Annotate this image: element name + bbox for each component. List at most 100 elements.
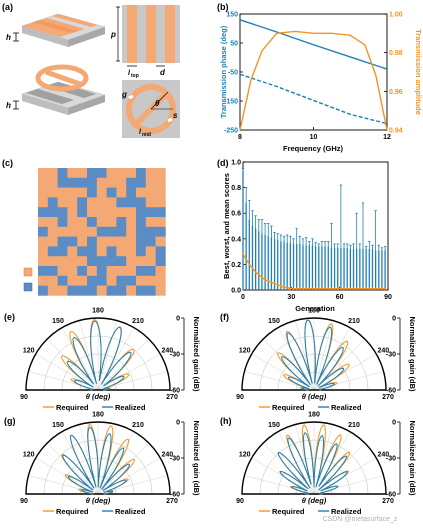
grid-cell — [67, 236, 78, 247]
grid-cell — [87, 177, 98, 188]
grid-cell — [136, 246, 147, 257]
grid-cell — [87, 207, 98, 218]
best-score-point — [361, 287, 365, 290]
grid-cell — [136, 266, 147, 277]
legend-required-label: Required — [272, 507, 305, 516]
best-score-point — [368, 287, 371, 290]
grid-cell — [47, 246, 58, 257]
grid-cell — [47, 226, 58, 237]
polar-spoke — [97, 338, 150, 391]
grid-cell — [145, 236, 156, 247]
polar-spoke — [262, 338, 315, 391]
grid-cell — [126, 207, 137, 218]
grid-cell — [87, 236, 98, 247]
angle-tick-label: 240 — [377, 348, 389, 355]
x-tick-label: 0 — [241, 294, 245, 301]
grid-cell — [155, 168, 166, 179]
grid-cell — [116, 275, 127, 286]
chart-b-xlabel: Frequency (GHz) — [283, 144, 344, 153]
best-score-point — [346, 287, 349, 290]
best-score-point — [349, 287, 352, 290]
grid-cell — [77, 217, 88, 228]
unit-cell-blue — [23, 282, 33, 292]
grid-cell — [136, 226, 147, 237]
grid-cell — [57, 275, 68, 286]
grid-cell — [155, 177, 166, 188]
best-score-point — [286, 286, 289, 289]
grid-cell — [87, 217, 98, 228]
grid-cell — [116, 246, 127, 257]
label-mid: l — [139, 129, 142, 136]
grid-cell — [136, 197, 147, 208]
angle-tick-label: 150 — [52, 422, 64, 429]
x-tick-label: 10 — [310, 134, 318, 141]
grid-cell — [136, 217, 147, 228]
radial-tick-label: -30 — [170, 456, 180, 463]
grid-cell — [38, 256, 49, 267]
chart-b-ylabel-left: Transmission phase (deg) — [219, 25, 228, 118]
slab-bottom-left — [21, 64, 106, 115]
grid-cell — [145, 187, 156, 198]
angle-tick-label: 120 — [239, 452, 251, 459]
grid-cell — [38, 275, 49, 286]
best-score-point — [267, 279, 270, 283]
grid-cell — [38, 285, 49, 296]
grid-cell — [77, 207, 88, 218]
grid-cell — [87, 256, 98, 267]
grid-cell — [145, 226, 156, 237]
legend-realized-label: Realized — [115, 403, 146, 412]
grid-cell — [106, 168, 117, 179]
grid-cell — [57, 217, 68, 228]
radial-tick-label: 0 — [392, 316, 396, 323]
grid-cell — [106, 177, 117, 188]
grid-cell — [145, 246, 156, 257]
polar-spoke — [313, 327, 351, 391]
polar-xlabel: θ (deg) — [86, 392, 111, 401]
grid-cell — [126, 168, 137, 179]
grid-cell — [57, 187, 68, 198]
chart-b-frame — [239, 13, 388, 131]
grid-cell — [38, 207, 49, 218]
ring-top-view — [122, 80, 180, 138]
grid-cell — [47, 236, 58, 247]
grid-cell — [106, 207, 117, 218]
grid-cell — [116, 168, 127, 179]
best-score-point — [324, 287, 327, 290]
polar-spoke — [313, 353, 377, 391]
grid-cell — [136, 207, 147, 218]
polar-spoke — [61, 327, 99, 391]
grid-cell — [38, 266, 49, 277]
best-score-point — [327, 287, 330, 290]
y-tick-label: 0.4 — [231, 236, 241, 243]
angle-tick-label: 90 — [20, 498, 28, 505]
realized-pattern — [66, 320, 132, 391]
grid-cell — [155, 256, 166, 267]
grid-cell — [57, 285, 68, 296]
grid-cell — [87, 187, 98, 198]
grid-cell — [38, 217, 49, 228]
best-score-point — [292, 287, 295, 290]
grid-cell — [77, 246, 88, 257]
polar-frame — [241, 317, 387, 391]
coding-pattern-grid — [38, 168, 166, 296]
grid-cell — [106, 266, 117, 277]
grid-cell — [136, 177, 147, 188]
radial-tick-label: -60 — [386, 492, 396, 499]
grid-cell — [116, 285, 127, 296]
grid-cell — [47, 256, 58, 267]
grid-cell — [47, 207, 58, 218]
angle-tick-label: 90 — [236, 498, 244, 505]
angle-tick-label: 120 — [23, 348, 35, 355]
y-tick-label-left: -250 — [224, 128, 238, 135]
grid-cell — [96, 168, 107, 179]
polar-spoke — [97, 424, 117, 495]
angle-tick-label: 270 — [382, 394, 394, 401]
best-score-point — [270, 281, 273, 284]
chart-d-ylabel: Best, worst, and mean scores — [222, 173, 231, 279]
radial-axis-label: Normalized gain (dB) — [192, 420, 201, 496]
grid-cell — [106, 217, 117, 228]
grid-cell — [116, 207, 127, 218]
grid-cell — [155, 285, 166, 296]
grid-cell — [155, 246, 166, 257]
